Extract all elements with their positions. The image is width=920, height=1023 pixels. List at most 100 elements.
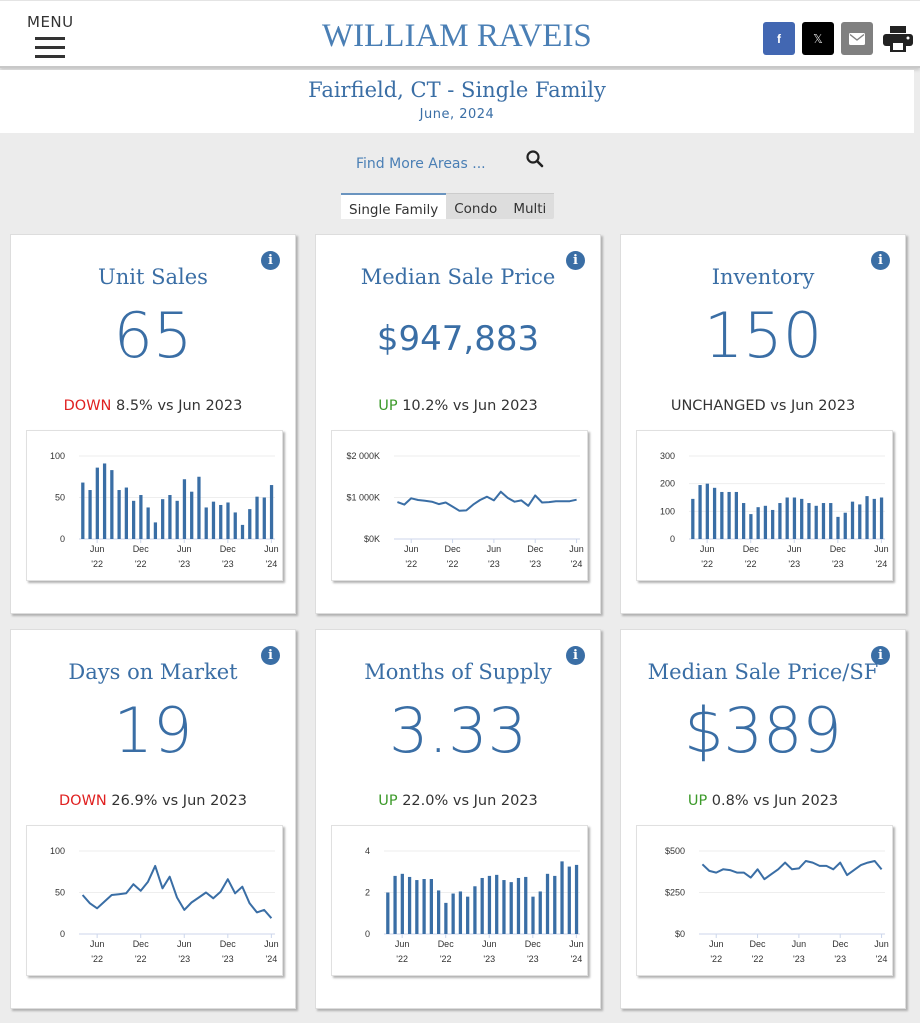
bar: [516, 877, 521, 934]
x-tick-label: '22: [405, 559, 417, 569]
bar: [269, 485, 274, 539]
report-date: June, 2024: [419, 107, 495, 122]
logo[interactable]: WILLIAM RAVEIS: [322, 18, 592, 54]
bar: [124, 487, 128, 539]
y-tick-label: $0: [675, 929, 685, 939]
x-tick-label: '23: [788, 559, 800, 569]
tab-single-family[interactable]: Single Family: [341, 193, 447, 219]
bar: [248, 509, 252, 539]
info-icon[interactable]: i: [566, 646, 585, 665]
bar: [872, 498, 876, 539]
email-share-button[interactable]: [841, 22, 873, 55]
bar: [509, 882, 513, 934]
bar: [538, 891, 542, 934]
y-tick-label: 100: [50, 846, 65, 856]
y-tick-label: 50: [55, 888, 65, 898]
x-tick-label: '22: [440, 954, 452, 964]
bar: [487, 875, 492, 934]
x-tick-label: Dec: [832, 939, 849, 949]
bar: [495, 874, 499, 934]
bar: [720, 491, 724, 539]
trend-chart: 0 100 200 300 Jun '22 Dec '22 Jun '23 Dec '23 Jun '24: [636, 430, 893, 581]
x-tick-label: '24: [266, 559, 278, 569]
chart-svg: $0 $250 $500 Jun '22 Dec '22 Jun '23 Dec '23 Jun '24: [665, 846, 889, 964]
x-share-button[interactable]: 𝕏: [802, 22, 834, 55]
y-tick-label: 0: [60, 534, 65, 544]
print-button[interactable]: [882, 25, 914, 53]
info-icon[interactable]: i: [871, 646, 890, 665]
x-tick-label: Dec: [830, 544, 847, 554]
bar: [146, 507, 150, 539]
change-direction: UP: [378, 398, 398, 414]
bar: [560, 861, 564, 934]
y-tick-label: 4: [365, 846, 370, 856]
x-tick-label: '23: [527, 954, 539, 964]
chart-svg: 0 2 4 Jun '22 Dec '22 Jun '23 Dec '23 Jun '24: [365, 846, 584, 964]
bar: [102, 463, 107, 539]
search-icon[interactable]: [525, 149, 545, 169]
x-tick-label: '22: [396, 954, 408, 964]
x-tick-label: Dec: [220, 544, 237, 554]
info-icon[interactable]: i: [261, 646, 280, 665]
bar: [407, 876, 412, 934]
y-tick-label: 0: [60, 929, 65, 939]
metric-value: $947,883: [376, 319, 540, 359]
metric-change: UNCHANGED vs Jun 2023: [621, 398, 905, 414]
y-tick-label: 2: [365, 888, 370, 898]
bar: [879, 497, 884, 539]
change-direction: UP: [687, 793, 708, 809]
y-tick-label: $1 000K: [346, 493, 380, 503]
metric-value: 150: [703, 299, 823, 372]
bar: [763, 505, 768, 539]
x-tick-label: Jun: [90, 939, 105, 949]
bar: [785, 497, 789, 539]
bar: [386, 892, 390, 934]
bar: [691, 498, 695, 539]
area-header: Fairfield, CT - Single Family June, 2024: [0, 70, 914, 133]
facebook-share-button[interactable]: f: [763, 22, 795, 55]
bar: [865, 496, 869, 539]
metric-card-days-on-market: i Days on Market 19 DOWN 26.9% vs Jun 20…: [10, 629, 296, 1009]
change-direction: UP: [378, 793, 398, 809]
bar: [850, 501, 855, 539]
y-tick-label: 0: [365, 929, 370, 939]
x-tick-label: Jun: [177, 544, 192, 554]
y-tick-label: 50: [55, 493, 65, 503]
printer-icon: [883, 26, 913, 52]
y-tick-label: $2 000K: [346, 451, 380, 461]
info-icon[interactable]: i: [871, 251, 890, 270]
x-tick-label: '24: [266, 954, 278, 964]
chart-svg: 0 100 200 300 Jun '22 Dec '22 Jun '23 Dec '23 Jun '24: [660, 451, 889, 569]
find-more-areas-link[interactable]: Find More Areas ...: [356, 156, 486, 172]
change-direction: DOWN: [59, 793, 107, 809]
series-line: [701, 860, 883, 881]
bar: [771, 509, 775, 539]
tab-condo[interactable]: Condo: [446, 193, 506, 219]
bar: [545, 873, 550, 934]
x-tick-label: Dec: [743, 544, 760, 554]
bar: [553, 875, 557, 934]
menu-button[interactable]: MENU: [27, 13, 75, 58]
metric-title: Unit Sales: [98, 265, 208, 289]
chart-svg: $0K $1 000K $2 000K Jun '22 Dec '22 Jun '23 Dec '2…: [346, 451, 583, 569]
bar: [400, 873, 404, 934]
metric-card-median-sale-price: i Median Sale Price $947,883 UP 10.2% vs…: [315, 234, 601, 614]
x-tick-label: Dec: [527, 544, 544, 554]
x-tick-label: '22: [135, 559, 147, 569]
bar: [219, 504, 223, 539]
area-title: Fairfield, CT - Single Family: [308, 78, 606, 102]
change-direction: DOWN: [63, 398, 112, 414]
metric-title: Median Sale Price: [360, 265, 556, 289]
tab-multi[interactable]: Multi: [505, 193, 555, 219]
x-tick-label: '23: [178, 954, 190, 964]
x-tick-label: '23: [178, 559, 190, 569]
x-tick-label: '23: [483, 954, 495, 964]
metric-title: Days on Market: [68, 660, 238, 684]
x-tick-label: Jun: [569, 939, 584, 949]
trend-chart: $0 $250 $500 Jun '22 Dec '22 Jun '23 Dec '23 Jun '24: [636, 825, 893, 976]
change-text: 10.2% vs Jun 2023: [402, 398, 538, 414]
bar: [741, 503, 746, 539]
info-icon[interactable]: i: [566, 251, 585, 270]
info-icon[interactable]: i: [261, 251, 280, 270]
x-tick-label: Dec: [445, 544, 462, 554]
